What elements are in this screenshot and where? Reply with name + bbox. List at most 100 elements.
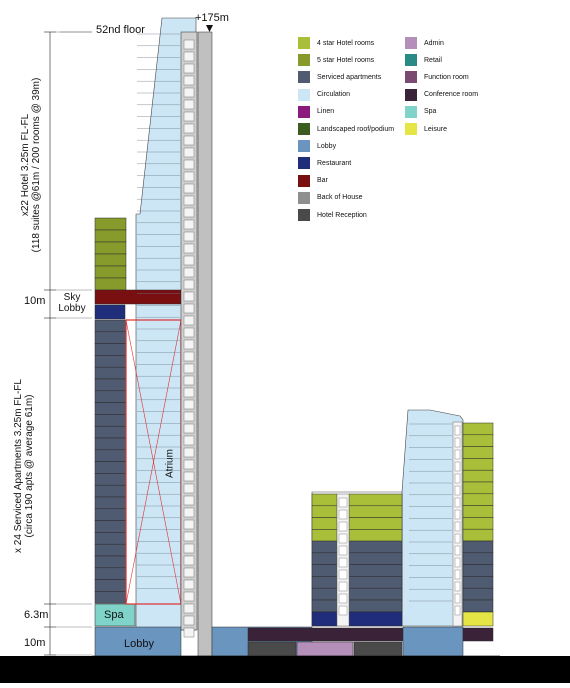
legend-swatch (298, 54, 310, 67)
leisure-floor (462, 611, 494, 627)
core-window (183, 483, 195, 494)
serviced-apartment (311, 540, 338, 554)
bar-floor (94, 289, 182, 305)
legend-label: Conference room (424, 91, 479, 99)
legend-label: Leisure (424, 125, 447, 133)
legend-label: Serviced apartments (317, 73, 382, 81)
core-window (454, 521, 461, 532)
hotel-room-4star (462, 493, 494, 506)
hotel-room-5star (94, 229, 127, 243)
right-tower-glass (401, 409, 464, 627)
serviced-apartment (94, 390, 127, 403)
legend-item: Lobby (298, 139, 336, 153)
core-window (183, 51, 195, 62)
legend-item: Admin (405, 36, 444, 50)
core-window (183, 435, 195, 446)
hotel-room-4star (348, 529, 403, 542)
legend-item: Landscaped roof/podium (298, 122, 394, 136)
serviced-apartment (94, 555, 127, 569)
core-window (183, 507, 195, 518)
core-window (183, 627, 195, 638)
core-window (183, 327, 195, 338)
serviced-apartment (94, 402, 127, 415)
legend-label: Linen (317, 108, 335, 116)
core-window (183, 99, 195, 110)
podium-lobby (402, 626, 464, 657)
legend-label: Spa (424, 108, 437, 116)
core-window (183, 63, 195, 74)
core-window (338, 497, 348, 508)
core-window (183, 315, 195, 326)
admin-room (296, 641, 354, 657)
serviced-apartment (348, 576, 403, 589)
hotel-room-4star (462, 517, 494, 530)
core-window (183, 423, 195, 434)
core-window (183, 243, 195, 254)
legend-item: Restaurant (298, 156, 351, 170)
core-window (454, 545, 461, 556)
core-window (338, 581, 348, 592)
hotel-reception (247, 641, 297, 657)
hotel-floors-label: x22 Hotel 3.25m FL-FL (118 suites @61m / … (20, 77, 42, 253)
spa-floor (94, 603, 136, 627)
atrium-cross (125, 319, 182, 605)
serviced-apartment (462, 564, 494, 577)
legend-item: Spa (405, 105, 436, 119)
top-floor-label: 52nd floor (96, 24, 145, 36)
legend-item: Back of House (298, 191, 363, 205)
serviced-apartment (94, 543, 127, 557)
core-window (454, 533, 461, 544)
spa-label: Spa (104, 609, 124, 621)
core-window (183, 471, 195, 482)
core-window (183, 255, 195, 266)
core-window (183, 135, 195, 146)
hotel-room-4star (348, 517, 403, 530)
core-window (183, 579, 195, 590)
core-window (183, 339, 195, 350)
core-window (183, 591, 195, 602)
core-window (338, 605, 348, 616)
core-window (338, 533, 348, 544)
legend-label: 4 star Hotel rooms (317, 39, 375, 47)
restaurant-floor (311, 611, 338, 627)
legend-swatch (298, 71, 310, 84)
serviced-apartment (462, 540, 494, 554)
legend-item: Leisure (405, 122, 447, 136)
serviced-apartment (94, 461, 127, 474)
serviced-apartment (94, 425, 127, 439)
core-window (183, 567, 195, 578)
hotel-room-4star (311, 493, 338, 507)
serviced-apartment (348, 564, 403, 577)
hotel-room-5star (94, 253, 127, 267)
core-window (183, 363, 195, 374)
lobby-label: Lobby (124, 638, 154, 650)
core-window (183, 267, 195, 278)
core-window (183, 519, 195, 530)
hotel-room-4star (462, 422, 494, 436)
core-window (183, 495, 195, 506)
core-window (183, 411, 195, 422)
hotel-room-4star (462, 469, 494, 483)
legend: 4 star Hotel rooms 5 star Hotel rooms Serv… (298, 36, 560, 236)
serviced-apartment (94, 414, 127, 427)
lobby-floor (94, 626, 182, 657)
legend-item: Serviced apartments (298, 70, 381, 84)
legend-swatch (298, 174, 310, 187)
legend-label: Lobby (317, 142, 337, 150)
core-window (183, 195, 195, 206)
core-window (183, 171, 195, 182)
serviced-apartment (94, 591, 127, 604)
core-window (338, 569, 348, 580)
core-window (183, 87, 195, 98)
hotel-room-4star (311, 529, 338, 542)
core-window (183, 75, 195, 86)
legend-label: Landscaped roof/podium (317, 125, 395, 133)
conference-room (462, 627, 494, 642)
legend-swatch (405, 54, 417, 67)
hotel-room-4star (462, 481, 494, 495)
sky-lobby-label: Sky Lobby (58, 292, 86, 314)
hotel-room-4star (462, 446, 494, 459)
core-window (183, 615, 195, 626)
core-window (183, 459, 195, 470)
legend-label: Retail (424, 56, 442, 64)
